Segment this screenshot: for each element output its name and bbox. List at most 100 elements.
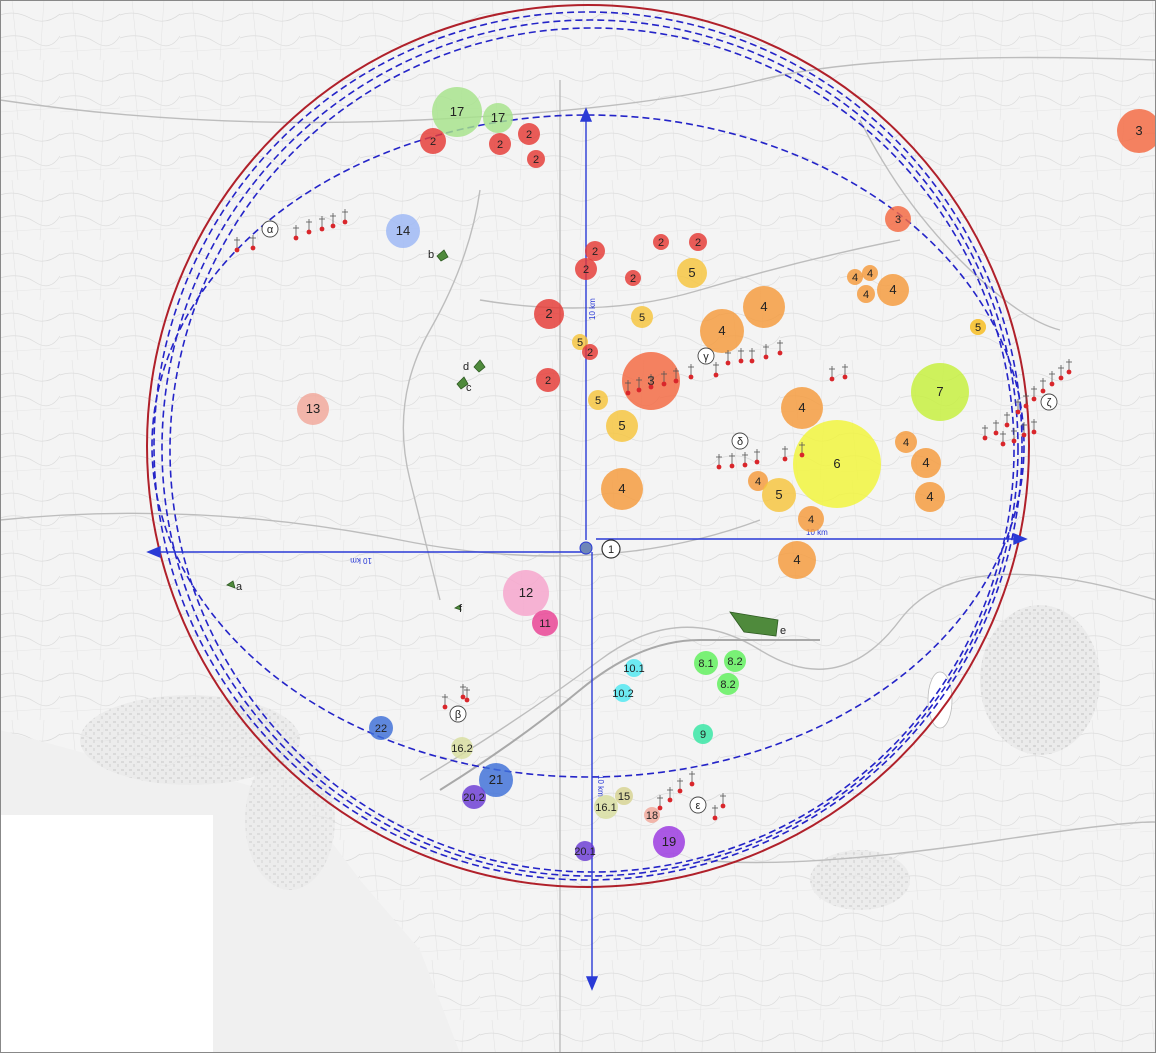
site-marker-10-2[interactable]: 10.2 bbox=[612, 684, 634, 702]
site-marker-label: 18 bbox=[646, 810, 658, 822]
site-marker-4[interactable]: 4 bbox=[778, 541, 816, 579]
site-marker-4[interactable]: 4 bbox=[847, 269, 863, 285]
cluster-alpha[interactable]: α bbox=[261, 220, 279, 238]
site-marker-8-2[interactable]: 8.2 bbox=[724, 650, 746, 672]
site-marker-label: 2 bbox=[583, 264, 589, 276]
site-marker-19[interactable]: 19 bbox=[653, 826, 685, 858]
site-marker-circle bbox=[778, 541, 816, 579]
site-marker-15[interactable]: 15 bbox=[615, 787, 633, 805]
site-marker-6[interactable]: 6 bbox=[793, 420, 881, 508]
cluster-delta[interactable]: δ bbox=[731, 432, 749, 450]
site-marker-circle bbox=[689, 233, 707, 251]
site-marker-4[interactable]: 4 bbox=[911, 448, 941, 478]
site-marker-4[interactable]: 4 bbox=[915, 482, 945, 512]
site-marker-5[interactable]: 5 bbox=[762, 478, 796, 512]
site-marker-4[interactable]: 4 bbox=[601, 468, 643, 510]
site-marker-2[interactable]: 2 bbox=[534, 299, 564, 329]
site-marker-8-2[interactable]: 8.2 bbox=[717, 673, 739, 695]
cluster-zeta[interactable]: ζ bbox=[1040, 393, 1058, 411]
cluster-badge bbox=[697, 347, 715, 365]
site-marker-circle bbox=[518, 123, 540, 145]
site-marker-circle bbox=[724, 650, 746, 672]
site-marker-9[interactable]: 9 bbox=[693, 724, 713, 744]
site-marker-20-2[interactable]: 20.2 bbox=[462, 785, 486, 809]
site-marker-10-1[interactable]: 10.1 bbox=[623, 659, 645, 677]
site-marker-8-1[interactable]: 8.1 bbox=[694, 651, 718, 675]
wind-turbine-icon bbox=[1015, 399, 1021, 415]
site-marker-2[interactable]: 2 bbox=[689, 233, 707, 251]
zone-label-a: a bbox=[236, 581, 243, 593]
site-marker-label: 20.1 bbox=[574, 846, 595, 858]
site-marker-11[interactable]: 11 bbox=[532, 610, 558, 636]
site-marker-2[interactable]: 2 bbox=[653, 234, 669, 250]
site-marker-2[interactable]: 2 bbox=[536, 368, 560, 392]
site-marker-2[interactable]: 2 bbox=[518, 123, 540, 145]
site-marker-circle bbox=[911, 448, 941, 478]
blank-sheet-area bbox=[0, 815, 213, 1053]
site-marker-12[interactable]: 12 bbox=[503, 570, 549, 616]
site-marker-label: 7 bbox=[936, 384, 943, 399]
site-marker-4[interactable]: 4 bbox=[700, 309, 744, 353]
buffer-circle bbox=[146, 4, 1030, 888]
site-marker-circle bbox=[503, 570, 549, 616]
site-marker-2[interactable]: 2 bbox=[625, 270, 641, 286]
site-marker-17[interactable]: 17 bbox=[432, 87, 482, 137]
cluster-label: α bbox=[267, 224, 274, 236]
site-marker-5[interactable]: 5 bbox=[606, 410, 638, 442]
site-marker-label: 2 bbox=[430, 136, 436, 148]
site-marker-2[interactable]: 2 bbox=[585, 241, 605, 261]
site-marker-2[interactable]: 2 bbox=[582, 344, 598, 360]
site-marker-circle bbox=[762, 478, 796, 512]
site-marker-circle bbox=[717, 673, 739, 695]
site-marker-2[interactable]: 2 bbox=[489, 133, 511, 155]
site-marker-4[interactable]: 4 bbox=[781, 387, 823, 429]
site-marker-13[interactable]: 13 bbox=[297, 393, 329, 425]
zone-f-shape bbox=[454, 604, 462, 611]
site-marker-21[interactable]: 21 bbox=[479, 763, 513, 797]
site-marker-2[interactable]: 2 bbox=[420, 128, 446, 154]
site-marker-20-1[interactable]: 20.1 bbox=[574, 841, 596, 861]
site-marker-circle bbox=[575, 258, 597, 280]
site-marker-4[interactable]: 4 bbox=[748, 471, 768, 491]
site-marker-16-1[interactable]: 16.1 bbox=[594, 795, 618, 819]
wind-turbine-icon bbox=[293, 225, 299, 241]
site-marker-label: 20.2 bbox=[463, 792, 484, 804]
wind-turbine-icon bbox=[460, 684, 466, 700]
site-marker-7[interactable]: 7 bbox=[911, 363, 969, 421]
site-marker-5[interactable]: 5 bbox=[677, 258, 707, 288]
site-marker-label: 2 bbox=[658, 237, 664, 249]
site-marker-17[interactable]: 17 bbox=[483, 103, 513, 133]
site-marker-4[interactable]: 4 bbox=[857, 285, 875, 303]
site-marker-5[interactable]: 5 bbox=[572, 334, 588, 350]
site-marker-4[interactable]: 4 bbox=[743, 286, 785, 328]
site-marker-4[interactable]: 4 bbox=[895, 431, 917, 453]
site-marker-14[interactable]: 14 bbox=[386, 214, 420, 248]
site-marker-5[interactable]: 5 bbox=[588, 390, 608, 410]
site-marker-2[interactable]: 2 bbox=[575, 258, 597, 280]
site-marker-5[interactable]: 5 bbox=[631, 306, 653, 328]
site-marker-label: 4 bbox=[889, 282, 896, 297]
site-marker-4[interactable]: 4 bbox=[877, 274, 909, 306]
zone-label-b: b bbox=[428, 249, 434, 261]
site-marker-5[interactable]: 5 bbox=[970, 319, 986, 335]
site-marker-3[interactable]: 3 bbox=[1117, 109, 1156, 153]
cluster-beta[interactable]: β bbox=[449, 705, 467, 723]
site-marker-3[interactable]: 3 bbox=[885, 206, 911, 232]
site-marker-2[interactable]: 2 bbox=[527, 150, 545, 168]
site-marker-circle bbox=[653, 826, 685, 858]
site-marker-18[interactable]: 18 bbox=[644, 807, 660, 823]
wind-turbine-icon bbox=[1023, 393, 1029, 409]
cluster-gamma[interactable]: γ bbox=[697, 347, 715, 365]
site-marker-label: 16.1 bbox=[595, 802, 616, 814]
site-marker-circle bbox=[781, 387, 823, 429]
site-marker-label: 17 bbox=[450, 104, 464, 119]
wind-turbine-icon bbox=[330, 213, 336, 229]
site-marker-4[interactable]: 4 bbox=[798, 506, 824, 532]
site-marker-16-2[interactable]: 16.2 bbox=[451, 737, 473, 759]
cluster-epsilon[interactable]: ε bbox=[689, 796, 707, 814]
site-marker-4[interactable]: 4 bbox=[862, 265, 878, 281]
urban-area-south bbox=[810, 850, 910, 910]
center-point[interactable]: 1 bbox=[579, 539, 621, 559]
site-marker-22[interactable]: 22 bbox=[369, 716, 393, 740]
